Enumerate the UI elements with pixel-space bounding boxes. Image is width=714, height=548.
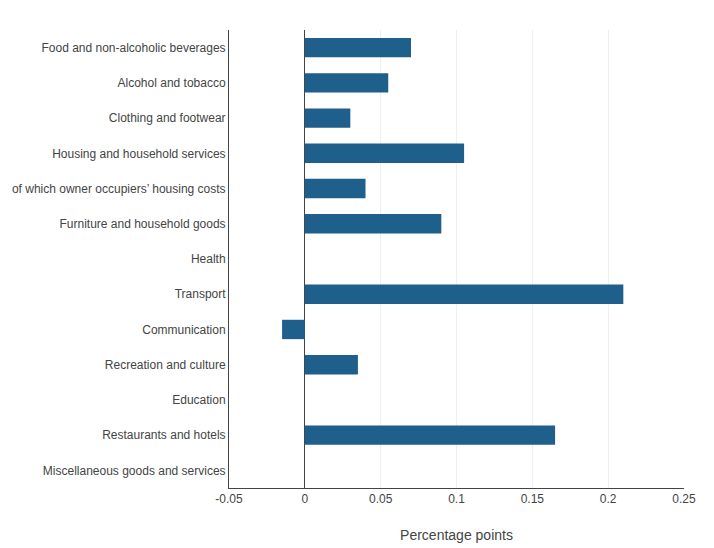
svg-text:Education: Education	[172, 393, 225, 407]
svg-text:0.1: 0.1	[448, 492, 465, 506]
svg-text:Restaurants and hotels: Restaurants and hotels	[102, 428, 225, 442]
svg-text:0: 0	[301, 492, 308, 506]
svg-text:0.05: 0.05	[369, 492, 393, 506]
svg-text:Communication: Communication	[142, 323, 225, 337]
svg-text:Miscellaneous goods and servic: Miscellaneous goods and services	[43, 464, 226, 478]
svg-text:Health: Health	[191, 252, 226, 266]
svg-text:Furniture and household goods: Furniture and household goods	[59, 217, 225, 231]
svg-text:Percentage points: Percentage points	[400, 527, 513, 543]
svg-text:Transport: Transport	[175, 287, 227, 301]
svg-text:Recreation and culture: Recreation and culture	[105, 358, 226, 372]
svg-text:Food and non-alcoholic beverag: Food and non-alcoholic beverages	[41, 41, 225, 55]
svg-text:Clothing and footwear: Clothing and footwear	[109, 111, 226, 125]
svg-text:0.15: 0.15	[521, 492, 545, 506]
svg-text:Housing and household services: Housing and household services	[52, 147, 225, 161]
svg-text:0.2: 0.2	[600, 492, 617, 506]
svg-text:of which owner occupiers’ hous: of which owner occupiers’ housing costs	[12, 182, 226, 196]
svg-text:Alcohol and tobacco: Alcohol and tobacco	[118, 76, 226, 90]
svg-text:0.25: 0.25	[672, 492, 696, 506]
svg-text:-0.05: -0.05	[215, 492, 243, 506]
